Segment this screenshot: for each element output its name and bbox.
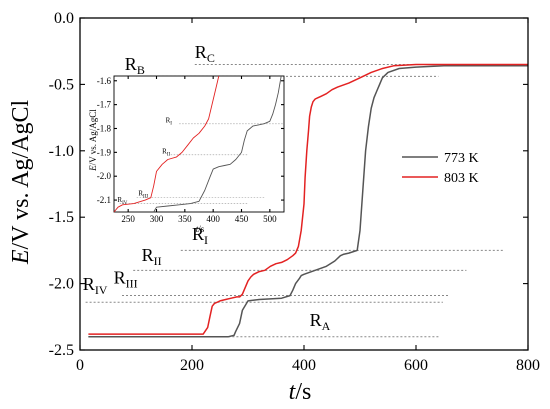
main-series-group (88, 63, 528, 338)
x-tick-label: 800 (516, 357, 540, 374)
inset-x-tick-label: 300 (150, 214, 164, 224)
inset-y-tick-label: -1.8 (97, 123, 112, 133)
x-tick-label: 200 (180, 357, 204, 374)
inset-y-tick-label: -1.6 (97, 76, 112, 86)
inset-ref-label-base: R (138, 189, 143, 197)
x-axis-ticks: 0 200 400 600 800 (76, 18, 540, 374)
inset-y-tick-label: -1.9 (97, 147, 112, 157)
ref-label-base: R (125, 54, 137, 74)
ref-label-sub: IV (95, 283, 108, 297)
inset-x-axis-ticks: 250 300 350 400 450 500 (121, 76, 277, 224)
inset-x-tick-label: 350 (178, 214, 192, 224)
ref-label-base: R (195, 42, 207, 62)
y-axis-label: E/V vs. Ag/AgCl (8, 100, 34, 266)
x-tick-label: 400 (292, 357, 316, 374)
ref-label-base: R (114, 268, 126, 288)
inset-x-axis-label: t/s (196, 224, 205, 234)
ref-label-sub: B (137, 63, 145, 77)
inset-ref-label-rii: RII (162, 148, 170, 158)
inset-ref-label-sub: III (143, 194, 148, 199)
x-axis-label: t/s (289, 379, 312, 405)
x-axis-label-symbol: t (289, 379, 297, 405)
y-axis-label-symbol: E (8, 249, 34, 265)
inset-y-tick-label: -2.0 (97, 171, 112, 181)
ref-label-base: R (142, 245, 154, 265)
inset-ref-label-ri: RI (166, 117, 173, 127)
ref-label-ra: RA (310, 310, 331, 333)
y-tick-label: -0.5 (49, 76, 74, 93)
inset-ref-label-base: R (117, 196, 122, 204)
ref-label-sub: III (126, 277, 138, 291)
ref-label-riv: RIV (83, 274, 108, 297)
inset-ref-label-riv: RIV (117, 196, 127, 206)
inset-x-tick-label: 500 (263, 214, 277, 224)
inset-x-tick-label: 450 (235, 214, 249, 224)
inset-y-tick-label: -2.1 (97, 195, 111, 205)
legend-label-773k: 773 K (444, 151, 479, 166)
ref-label-base: R (192, 224, 204, 244)
inset-ref-label-sub: II (167, 153, 171, 158)
ref-label-riii: RIII (114, 268, 138, 291)
inset-y-tick-label: -1.7 (97, 100, 112, 110)
inset-series-line-803-k (113, 75, 220, 213)
ref-label-sub: II (154, 254, 162, 268)
ref-label-ri: RI (192, 224, 208, 247)
ref-label-rii: RII (142, 245, 162, 268)
x-tick-label: 0 (76, 357, 84, 374)
inset-y-axis-label-symbol: E (88, 165, 98, 172)
ref-label-rb: RB (125, 54, 145, 77)
ref-label-sub: I (204, 233, 208, 247)
inset-y-axis-ticks: -1.6 -1.7 -1.8 -1.9 -2.0 -2.1 (97, 76, 284, 205)
ref-label-base: R (310, 310, 322, 330)
inset-y-axis-label: E/V vs. Ag/AgCl (88, 109, 98, 172)
inset-ref-label-base: R (166, 117, 171, 125)
y-axis-label-unit: /V vs. Ag/AgCl (8, 100, 34, 250)
x-tick-label: 600 (404, 357, 428, 374)
inset-x-tick-label: 400 (206, 214, 220, 224)
legend: 773 K 803 K (402, 151, 479, 186)
inset-series-line-773-k (153, 75, 282, 213)
inset-ref-label-riii: RIII (138, 189, 148, 199)
ref-label-sub: C (207, 51, 215, 65)
y-axis-ticks: 0.0 -0.5 -1.0 -1.5 -2.0 -2.5 (49, 10, 528, 359)
inset-frame (113, 75, 285, 213)
inset-ref-label-sub: IV (122, 201, 128, 206)
y-tick-label: -2.0 (49, 276, 74, 293)
series-line-773-k (88, 65, 528, 338)
y-tick-label: -1.5 (49, 209, 74, 226)
ref-label-base: R (83, 274, 95, 294)
ref-label-rc: RC (195, 42, 215, 65)
series-line-803-k (88, 63, 528, 335)
y-tick-label: -2.5 (49, 342, 74, 359)
inset-series-group (113, 75, 282, 213)
x-axis-label-unit: /s (295, 379, 311, 405)
y-tick-label: -1.0 (49, 143, 74, 160)
inset-ref-label-base: R (162, 148, 167, 156)
inset-ref-label-sub: I (170, 122, 172, 127)
inset-x-axis-label-symbol: t (196, 224, 199, 234)
ref-label-sub: A (322, 319, 331, 333)
y-tick-label: 0.0 (54, 10, 74, 27)
inset-x-axis-label-unit: /s (198, 224, 205, 234)
inset-y-axis-label-unit: /V vs. Ag/AgCl (88, 109, 98, 166)
legend-label-803k: 803 K (444, 171, 479, 186)
inset-x-tick-label: 250 (121, 214, 135, 224)
